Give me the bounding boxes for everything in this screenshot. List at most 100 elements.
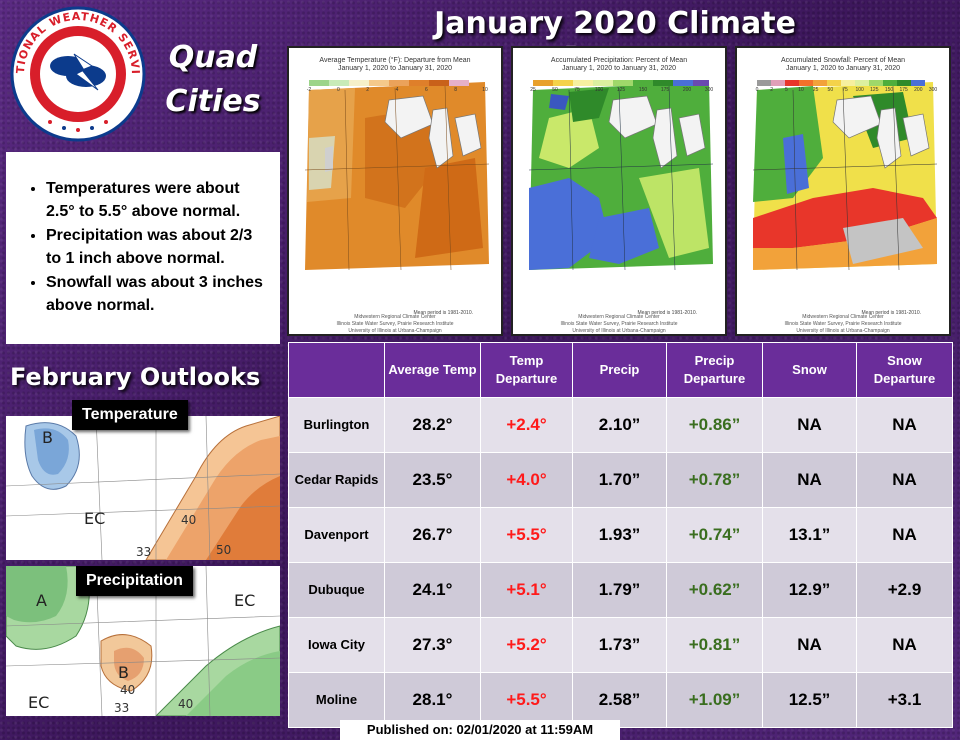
temp-departure: +4.0° [480,452,573,508]
avg-temp: 28.2° [384,397,481,453]
snow: 13.1” [762,507,857,563]
temp-departure: +5.1° [480,562,573,618]
table-row: Cedar Rapids 23.5° +4.0° 1.70” +0.78” NA… [288,452,953,508]
svg-text:33: 33 [114,701,129,715]
station-name: Moline [288,672,385,728]
svg-text:EC: EC [84,509,105,528]
temp-departure: +2.4° [480,397,573,453]
legend-tick-label: 10 [798,87,804,92]
legend-tick-label: 150 [885,87,894,92]
map-period-note: Mean period is 1981-2010. [413,310,474,316]
precip-departure: +1.09” [666,672,763,728]
map-period-note: Mean period is 1981-2010. [861,310,922,316]
precipitation-percent-map: Accumulated Precipitation: Percent of Me… [511,46,727,336]
legend-tick-label: 8 [454,87,457,92]
snow-departure: NA [856,617,953,673]
svg-text:A: A [36,591,47,610]
station-name: Dubuque [288,562,385,618]
header-station [288,342,385,398]
avg-temp: 28.1° [384,672,481,728]
table-row: Moline 28.1° +5.5° 2.58” +1.09” 12.5” +3… [288,672,953,728]
legend-tick-label: 75 [574,87,580,92]
snowfall-legend: 0 2 5 10 25 50 75 100 125 150 175 200 300 [756,80,937,92]
station-name: Davenport [288,507,385,563]
avg-temp: 23.5° [384,452,481,508]
svg-text:B: B [42,428,53,447]
precipitation-map-image [529,82,713,270]
published-timestamp: Published on: 02/01/2020 at 11:59AM [366,722,594,737]
snow: NA [762,452,857,508]
header-avg-temp: Average Temp [384,342,481,398]
avg-temp: 27.3° [384,617,481,673]
temp-departure: +5.2° [480,617,573,673]
map-title: Average Temperature (°F): Departure from… [319,57,471,72]
precip: 1.93” [572,507,667,563]
legend-tick-label: 10 [482,87,488,92]
precip-departure: +0.86” [666,397,763,453]
office-name: Quad Cities [158,36,268,124]
snow-departure: NA [856,507,953,563]
precip-departure: +0.74” [666,507,763,563]
office-name-line1: Quad [168,40,258,75]
legend-tick-label: 175 [661,87,670,92]
temp-departure: +5.5° [480,507,573,563]
legend-tick-label: 2 [366,87,369,92]
svg-text:40: 40 [120,683,135,697]
map-title: Accumulated Precipitation: Percent of Me… [550,57,688,72]
legend-tick-label: 0 [337,87,340,92]
precip-departure: +0.62” [666,562,763,618]
avg-temp: 26.7° [384,507,481,563]
legend-tick-label: 100 [855,87,864,92]
svg-text:B: B [118,663,129,682]
snowfall-percent-map: Accumulated Snowfall: Percent of Mean Ja… [735,46,951,336]
station-name: Cedar Rapids [288,452,385,508]
header-snow-departure: Snow Departure [856,342,953,398]
svg-text:EC: EC [234,591,255,610]
legend-tick-label: 125 [870,87,879,92]
svg-text:50: 50 [216,543,231,557]
precipitation-outlook-map: A EC EC B 40 33 40 [6,566,280,716]
table-row: Dubuque 24.1° +5.1° 1.79” +0.62” 12.9” +… [288,562,953,618]
legend-tick-label: 150 [639,87,648,92]
summary-box: Temperatures were about 2.5° to 5.5° abo… [6,152,280,344]
table-row: Iowa City 27.3° +5.2° 1.73” +0.81” NA NA [288,617,953,673]
snowfall-map-image [753,82,937,270]
header-precip-departure: Precip Departure [666,342,763,398]
summary-bullet-precipitation: Precipitation was about 2/3 to 1 inch ab… [46,225,270,270]
map-title: Accumulated Snowfall: Percent of Mean Ja… [780,57,906,72]
snow-departure: NA [856,397,953,453]
nws-logo: NATIONAL WEATHER SERVICE [3,0,148,144]
climate-table: Average Temp Temp Departure Precip Preci… [288,342,953,728]
outlooks-title: February Outlooks [10,363,261,391]
legend-tick-label: 25 [813,87,819,92]
svg-text:40: 40 [178,697,193,711]
station-name: Iowa City [288,617,385,673]
legend-tick-label: 200 [683,87,692,92]
legend-tick-label: 4 [396,87,399,92]
precipitation-outlook-label: Precipitation [76,566,193,596]
snow: 12.5” [762,672,857,728]
temperature-map-image [305,82,489,270]
snow: 12.9” [762,562,857,618]
summary-bullet-snowfall: Snowfall was about 3 inches above normal… [46,272,270,317]
temperature-legend: -2 0 2 4 6 8 10 [307,80,488,92]
legend-tick-label: 175 [899,87,908,92]
precip: 1.79” [572,562,667,618]
header-snow: Snow [762,342,857,398]
precip-departure: +0.81” [666,617,763,673]
map-credit: Midwestern Regional Climate Center Illin… [784,314,902,334]
svg-text:EC: EC [28,693,49,712]
temperature-outlook-map: B EC 33 40 50 [6,416,280,560]
map-credit: Midwestern Regional Climate Center Illin… [336,314,454,334]
header-temp-departure: Temp Departure [480,342,573,398]
legend-tick-label: -2 [307,87,312,92]
legend-tick-label: 25 [530,87,536,92]
legend-tick-label: 6 [425,87,428,92]
precip: 2.58” [572,672,667,728]
legend-tick-label: 50 [828,87,834,92]
legend-tick-label: 100 [595,87,604,92]
map-credit: Midwestern Regional Climate Center Illin… [560,314,678,334]
legend-tick-label: 300 [705,87,713,92]
map-period-note: Mean period is 1981-2010. [637,310,698,316]
legend-tick-label: 2 [770,87,773,92]
